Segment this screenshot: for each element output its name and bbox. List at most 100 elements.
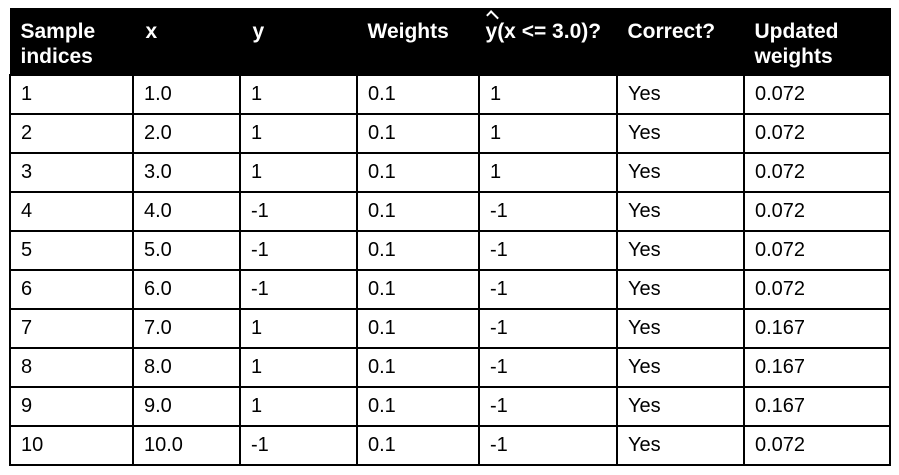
weight-cell: 0.1 (356, 424, 480, 466)
correct-cell: Yes (616, 307, 745, 349)
updated-weight-cell: 0.167 (743, 385, 891, 427)
weight-cell: 0.1 (356, 190, 480, 232)
prediction-cell: -1 (478, 346, 618, 388)
sample-index-cell: 2 (9, 112, 134, 154)
prediction-cell: -1 (478, 385, 618, 427)
prediction-cell: -1 (478, 307, 618, 349)
header-label: x (145, 20, 158, 43)
prediction-cell: -1 (478, 229, 618, 271)
updated-weight-cell: 0.072 (743, 151, 891, 193)
correct-cell: Yes (616, 385, 745, 427)
updated-weight-cell: 0.072 (743, 73, 891, 115)
updated-weight-cell: 0.167 (743, 346, 891, 388)
table-header: Sample indices x y Weights y(x <= 3.0)? … (9, 8, 891, 75)
sample-index-cell: 4 (9, 190, 134, 232)
weight-cell: 0.1 (356, 112, 480, 154)
table-row: 9 9.0 1 0.1 -1 Yes 0.167 (9, 385, 891, 427)
y-cell: 1 (239, 151, 358, 193)
sample-index-cell: 6 (9, 268, 134, 310)
correct-cell: Yes (616, 229, 745, 271)
x-cell: 7.0 (132, 307, 241, 349)
x-cell: 10.0 (132, 424, 241, 466)
x-cell: 9.0 (132, 385, 241, 427)
sample-index-cell: 9 (9, 385, 134, 427)
correct-cell: Yes (616, 346, 745, 388)
x-cell: 2.0 (132, 112, 241, 154)
x-cell: 3.0 (132, 151, 241, 193)
header-y: y (239, 8, 358, 75)
header-label: Weights (367, 20, 449, 43)
sample-index-cell: 3 (9, 151, 134, 193)
header-updated-weights: Updated weights (743, 8, 891, 75)
prediction-cell: 1 (478, 73, 618, 115)
weight-cell: 0.1 (356, 73, 480, 115)
y-cell: -1 (239, 229, 358, 271)
correct-cell: Yes (616, 268, 745, 310)
updated-weight-cell: 0.072 (743, 268, 891, 310)
prediction-cell: 1 (478, 112, 618, 154)
y-cell: 1 (239, 385, 358, 427)
updated-weight-cell: 0.072 (743, 424, 891, 466)
header-weights: Weights (356, 8, 480, 75)
weight-cell: 0.1 (356, 151, 480, 193)
header-label: y (252, 20, 265, 43)
table-row: 1 1.0 1 0.1 1 Yes 0.072 (9, 73, 891, 115)
y-hat-symbol: y (485, 20, 498, 43)
table-row: 2 2.0 1 0.1 1 Yes 0.072 (9, 112, 891, 154)
correct-cell: Yes (616, 151, 745, 193)
weight-cell: 0.1 (356, 229, 480, 271)
weight-cell: 0.1 (356, 346, 480, 388)
header-sample-indices: Sample indices (9, 8, 134, 75)
y-cell: 1 (239, 307, 358, 349)
sample-index-cell: 5 (9, 229, 134, 271)
table-row: 8 8.0 1 0.1 -1 Yes 0.167 (9, 346, 891, 388)
prediction-cell: -1 (478, 268, 618, 310)
header-prediction: y(x <= 3.0)? (478, 8, 618, 75)
header-label: (x <= 3.0)? (497, 20, 602, 43)
x-cell: 8.0 (132, 346, 241, 388)
header-label-line2: weights (754, 45, 833, 68)
y-cell: 1 (239, 112, 358, 154)
updated-weight-cell: 0.167 (743, 307, 891, 349)
y-cell: 1 (239, 346, 358, 388)
header-label-line2: indices (20, 45, 93, 68)
weight-cell: 0.1 (356, 307, 480, 349)
weight-cell: 0.1 (356, 385, 480, 427)
sample-index-cell: 7 (9, 307, 134, 349)
header-correct: Correct? (616, 8, 745, 75)
weight-cell: 0.1 (356, 268, 480, 310)
correct-cell: Yes (616, 424, 745, 466)
x-cell: 5.0 (132, 229, 241, 271)
y-cell: -1 (239, 190, 358, 232)
sample-index-cell: 10 (9, 424, 134, 466)
table-row: 10 10.0 -1 0.1 -1 Yes 0.072 (9, 424, 891, 466)
sample-index-cell: 1 (9, 73, 134, 115)
table-row: 4 4.0 -1 0.1 -1 Yes 0.072 (9, 190, 891, 232)
correct-cell: Yes (616, 112, 745, 154)
correct-cell: Yes (616, 190, 745, 232)
sample-index-cell: 8 (9, 346, 134, 388)
y-cell: -1 (239, 268, 358, 310)
updated-weight-cell: 0.072 (743, 112, 891, 154)
updated-weight-cell: 0.072 (743, 190, 891, 232)
prediction-cell: -1 (478, 424, 618, 466)
prediction-cell: -1 (478, 190, 618, 232)
table-row: 6 6.0 -1 0.1 -1 Yes 0.072 (9, 268, 891, 310)
table-body: 1 1.0 1 0.1 1 Yes 0.072 2 2.0 1 0.1 1 Yes 0.072 3 3.0 1 0… (9, 73, 891, 466)
updated-weight-cell: 0.072 (743, 229, 891, 271)
x-cell: 4.0 (132, 190, 241, 232)
header-x: x (132, 8, 241, 75)
header-label-line1: Sample (20, 20, 96, 43)
x-cell: 1.0 (132, 73, 241, 115)
header-row: Sample indices x y Weights y(x <= 3.0)? … (9, 8, 891, 75)
table-row: 7 7.0 1 0.1 -1 Yes 0.167 (9, 307, 891, 349)
table-row: 5 5.0 -1 0.1 -1 Yes 0.072 (9, 229, 891, 271)
correct-cell: Yes (616, 73, 745, 115)
header-label-line1: Updated (754, 20, 839, 43)
x-cell: 6.0 (132, 268, 241, 310)
table-row: 3 3.0 1 0.1 1 Yes 0.072 (9, 151, 891, 193)
y-cell: 1 (239, 73, 358, 115)
prediction-cell: 1 (478, 151, 618, 193)
y-cell: -1 (239, 424, 358, 466)
